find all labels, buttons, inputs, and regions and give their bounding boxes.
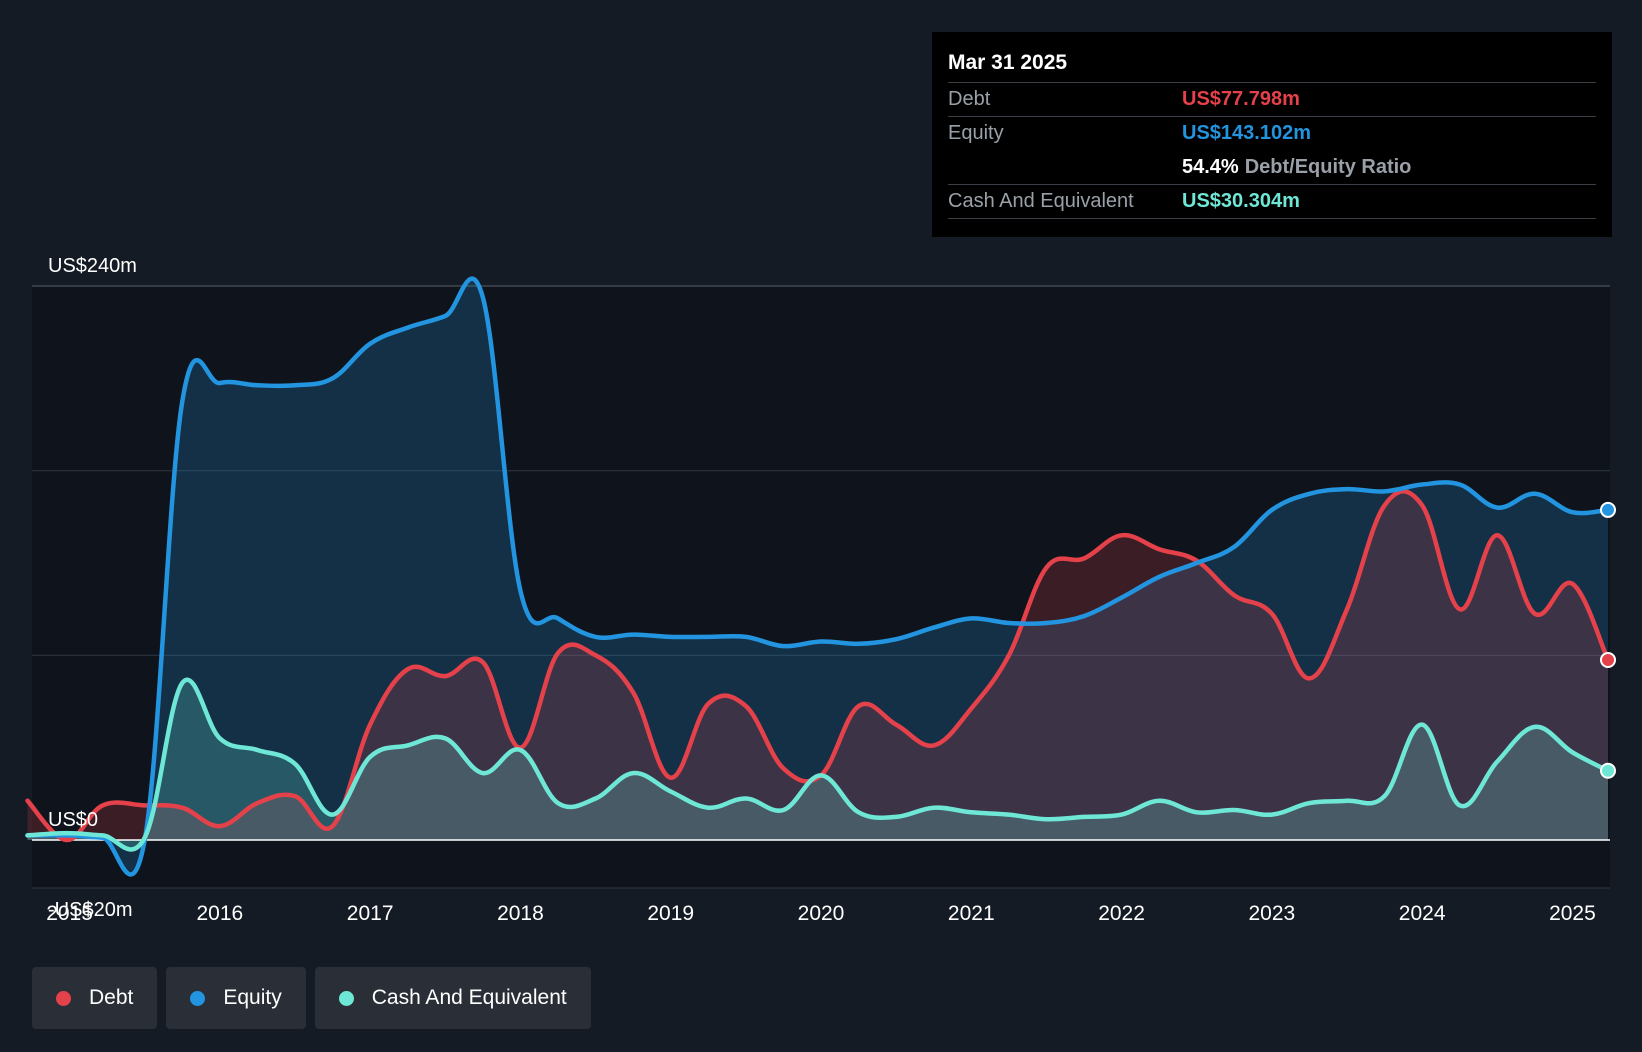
y-tick-label: US$0: [48, 809, 98, 831]
y-tick-label: US$240m: [48, 255, 137, 277]
grid-lines: [32, 285, 1610, 889]
debt-dot-icon: [56, 990, 71, 1006]
series-endpoints: [1600, 501, 1616, 779]
equity-line: [25, 276, 1611, 877]
legend-item-debt[interactable]: Debt: [32, 967, 158, 1029]
x-tick-label: 2016: [196, 902, 243, 925]
x-tick-label: 2020: [798, 902, 845, 925]
debt-line: [25, 489, 1611, 843]
tooltip-debt-value: US$77.798m: [1182, 88, 1300, 110]
cash-and-equivalent-area: [27, 679, 1608, 850]
chart-legend: Debt Equity Cash And Equivalent: [32, 967, 600, 1029]
x-tick-label: 2018: [497, 902, 544, 925]
tooltip-ratio-row: 54.4% Debt/Equity Ratio: [948, 150, 1596, 184]
x-tick-label: 2019: [647, 902, 694, 925]
tooltip-cash-label: Cash And Equivalent: [948, 190, 1134, 212]
legend-cash-label: Cash And Equivalent: [371, 986, 567, 1009]
debt-endpoint[interactable]: [1600, 651, 1616, 668]
debt-area: [27, 491, 1608, 841]
y-tick-label: -US$20m: [48, 899, 132, 921]
tooltip-ratio-label: Debt/Equity Ratio: [1244, 156, 1412, 178]
equity-endpoint[interactable]: [1600, 501, 1616, 518]
x-tick-label: 2022: [1098, 902, 1145, 925]
tooltip-equity-row: Equity US$143.102m: [948, 116, 1596, 150]
tooltip-date: Mar 31 2025: [948, 51, 1068, 74]
tooltip-panel: Mar 31 2025 Debt US$77.798m Equity US$14…: [932, 32, 1612, 237]
tooltip-debt-label: Debt: [948, 88, 991, 110]
x-tick-label: 2017: [347, 902, 394, 925]
tooltip-debt-row: Debt US$77.798m: [948, 82, 1596, 116]
cash-dot-icon: [338, 990, 354, 1006]
equity-area: [27, 278, 1608, 875]
x-tick-label: 2024: [1399, 902, 1446, 925]
legend-debt-label: Debt: [89, 986, 134, 1009]
series-areas: [27, 278, 1610, 875]
x-tick-label: 2023: [1248, 902, 1295, 925]
x-tick-label: 2025: [1549, 902, 1596, 925]
tooltip-equity-value: US$143.102m: [1182, 122, 1311, 144]
x-tick-label: 2021: [948, 902, 995, 925]
x-tick-label: 2015: [46, 902, 93, 925]
legend-item-cash[interactable]: Cash And Equivalent: [314, 967, 591, 1029]
cash-and-equivalent-endpoint[interactable]: [1600, 762, 1616, 779]
tooltip-ratio-value: 54.4%: [1182, 156, 1239, 178]
legend-item-equity[interactable]: Equity: [166, 967, 306, 1029]
series-lines: [25, 276, 1611, 877]
tooltip-cash-row: Cash And Equivalent US$30.304m: [948, 184, 1596, 219]
tooltip-equity-label: Equity: [948, 122, 1004, 144]
tooltip-cash-value: US$30.304m: [1182, 190, 1300, 212]
equity-dot-icon: [190, 990, 206, 1006]
cash-and-equivalent-line: [25, 677, 1611, 852]
y-axis-ticks: US$240m US$0 -US$20m: [48, 255, 137, 921]
legend-equity-label: Equity: [223, 986, 282, 1009]
x-axis-ticks: 2015 2016 2017 2018 2019 2020 2021 2022 2023 2024…: [46, 902, 1596, 925]
